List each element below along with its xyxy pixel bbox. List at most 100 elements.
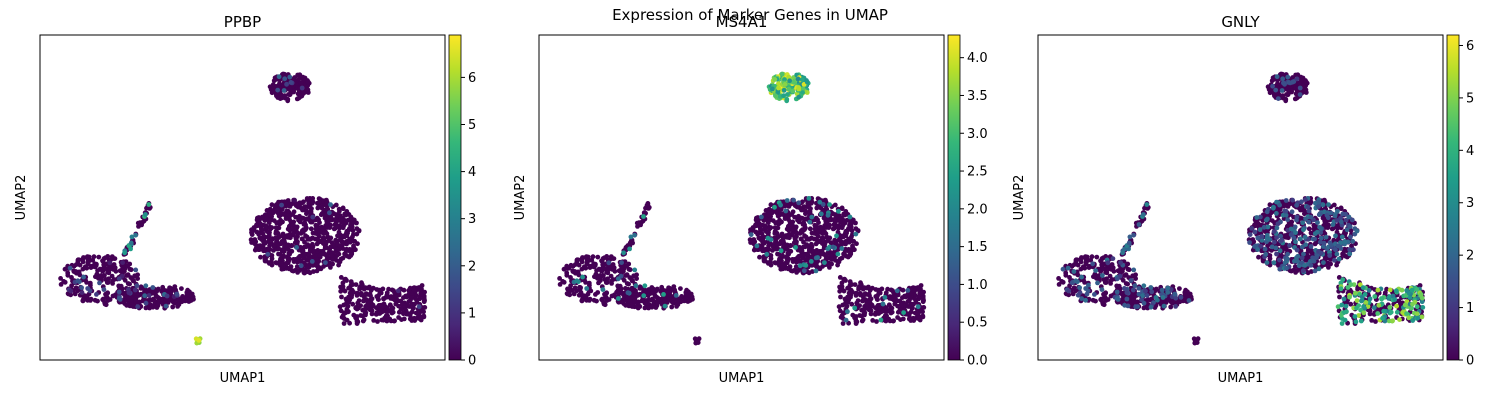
scatter-point [416,311,422,317]
scatter-point [565,291,571,297]
scatter-point [341,321,347,326]
scatter-point [595,254,601,260]
scatter-point [343,219,349,225]
scatter-point [825,212,831,218]
scatter-point [903,294,909,300]
scatter-point [805,251,810,257]
scatter-point [839,205,845,211]
scatter-point [344,228,350,234]
scatter-point [133,267,139,273]
scatter-point [1297,85,1303,91]
scatter-point [757,254,762,260]
scatter-point [340,255,346,261]
scatter-point [850,243,855,249]
scatter-point [73,262,79,267]
scatter-point [307,210,313,216]
colorbar-tick-label: 1.0 [967,278,988,293]
scatter-point [662,303,668,309]
scatter-point [1098,269,1104,274]
scatter-point [1399,287,1405,293]
scatter-point [819,250,825,256]
scatter-point [1303,79,1309,85]
scatter-point [333,217,338,223]
scatter-point [327,216,333,222]
scatter-points-gnly [1056,71,1426,346]
scatter-point [273,77,279,82]
scatter-point [594,298,599,304]
scatter-point [813,241,819,247]
scatter-point [1394,303,1399,309]
scatter-point [337,304,343,310]
scatter-point [107,260,113,266]
scatter-point [649,297,654,303]
scatter-point [316,200,322,206]
scatter-point [75,278,81,284]
scatter-point [650,286,656,292]
scatter-point [1341,251,1346,257]
scatter-point [1354,228,1360,234]
scatter-point [396,303,401,309]
scatter-point [125,263,131,269]
scatter-point [634,220,640,226]
scatter-point [763,229,769,234]
scatter-point [1290,197,1295,203]
scatter-point [1361,310,1367,316]
scatter-point [1338,205,1344,211]
scatter-point [611,256,617,261]
scatter-point [79,290,85,295]
scatter-point [572,269,578,274]
scatter-point [803,263,809,268]
scatter-point [890,288,895,293]
scatter-point [627,246,632,252]
scatter-point [1078,266,1084,272]
scatter-point [644,202,650,208]
scatter-point [285,254,290,260]
scatter-point [321,235,327,241]
scatter-point [327,225,333,231]
scatter-point [269,202,275,208]
scatter-point [1271,229,1277,235]
scatter-point [844,303,850,309]
scatter-point [842,212,847,218]
scatter-point [584,260,590,266]
scatter-point [1340,277,1346,283]
scatter-point [766,247,772,252]
scatter-point [1265,216,1270,222]
scatter-point [1372,294,1378,299]
scatter-point [1353,319,1359,325]
plot-frame [39,34,446,361]
scatter-point [1303,216,1308,222]
scatter-point [286,265,291,271]
scatter-point [291,268,296,274]
scatter-point [158,296,164,302]
scatter-point [69,275,74,280]
scatter-point [1275,96,1281,101]
scatter-point [590,254,596,260]
scatter-point [105,298,111,303]
scatter-point [853,319,859,324]
scatter-point [299,85,305,91]
scatter-point [1263,251,1269,257]
scatter-point [845,254,851,260]
scatter-point [815,217,820,223]
scatter-point [832,237,838,243]
scatter-point [786,86,792,92]
scatter-point [335,251,340,257]
scatter-point [1271,260,1277,266]
scatter-point [645,293,651,298]
scatter-point [276,74,282,80]
scatter-point [911,301,916,307]
scatter-point [872,311,878,317]
scatter-point [789,222,795,228]
scatter-point [343,212,348,218]
scatter-point [874,319,879,324]
scatter-point [407,316,413,322]
scatter-point [1316,266,1322,272]
scatter-point [571,291,577,297]
scatter-point [1104,270,1110,276]
scatter-point [249,230,254,235]
scatter-point [170,304,176,310]
scatter-point [310,241,315,247]
scatter-point [861,307,867,313]
